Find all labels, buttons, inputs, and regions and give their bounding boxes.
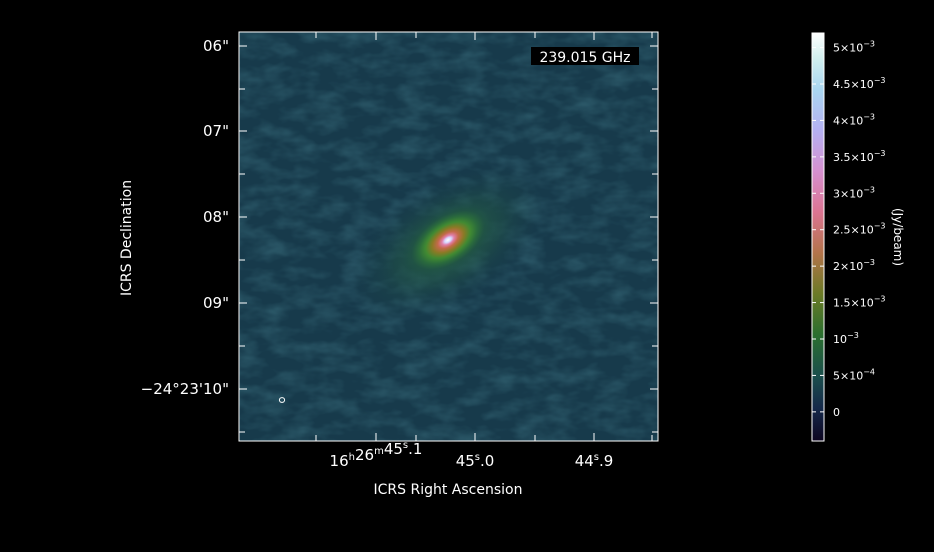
colorbar-tick-label: 2×10−3	[833, 258, 875, 273]
colorbar-tick-label: 4.5×10−3	[833, 76, 886, 91]
colorbar-tick-label: 3.5×10−3	[833, 149, 886, 164]
colorbar-tick-label: 4×10−3	[833, 112, 875, 127]
colorbar-tick-label: 1.5×10−3	[833, 295, 886, 310]
dec-tick-label: 09"	[203, 294, 229, 312]
sky-image-panel	[239, 32, 658, 441]
ra-tick-label: 44s.9	[575, 452, 614, 470]
colorbar	[811, 32, 825, 442]
colorbar-tick-label: 10−3	[833, 331, 859, 346]
dec-tick-labels: 06" 07" 08" 09" −24°23'10"	[141, 37, 229, 398]
dec-tick-label: −24°23'10"	[141, 380, 229, 398]
colorbar-ticks: 0 5×10−4 10−3 1.5×10−3 2×10−3 2.5×10−3 3×10−3 3…	[812, 40, 886, 419]
frequency-label-box	[531, 47, 639, 65]
y-axis-title: ICRS Declination	[119, 180, 135, 296]
dec-tick-label: 08"	[203, 208, 229, 226]
beam-marker	[278, 397, 286, 403]
colorbar-tick-label: 5×10−3	[833, 40, 875, 55]
dec-tick-label: 07"	[203, 122, 229, 140]
axis-ticks	[239, 32, 658, 441]
ra-tick-labels: 16h26m45s.1 45s.0 44s.9	[330, 440, 614, 470]
x-axis-title: ICRS Right Ascension	[374, 482, 523, 498]
colorbar-label: (Jy/beam)	[891, 208, 905, 266]
dec-tick-label: 06"	[203, 37, 229, 55]
colorbar-tick-label: 0	[833, 406, 840, 419]
colorbar-tick-label: 5×10−4	[833, 367, 875, 382]
frequency-label: 239.015 GHz	[539, 50, 630, 66]
ra-tick-label: 45s.0	[456, 452, 495, 470]
ra-tick-label: 16h26m45s.1	[330, 440, 423, 470]
plot-frame	[238, 31, 659, 442]
disk-emission	[401, 202, 495, 278]
colorbar-tick-label: 3×10−3	[833, 185, 875, 200]
colorbar-tick-label: 2.5×10−3	[833, 222, 886, 237]
